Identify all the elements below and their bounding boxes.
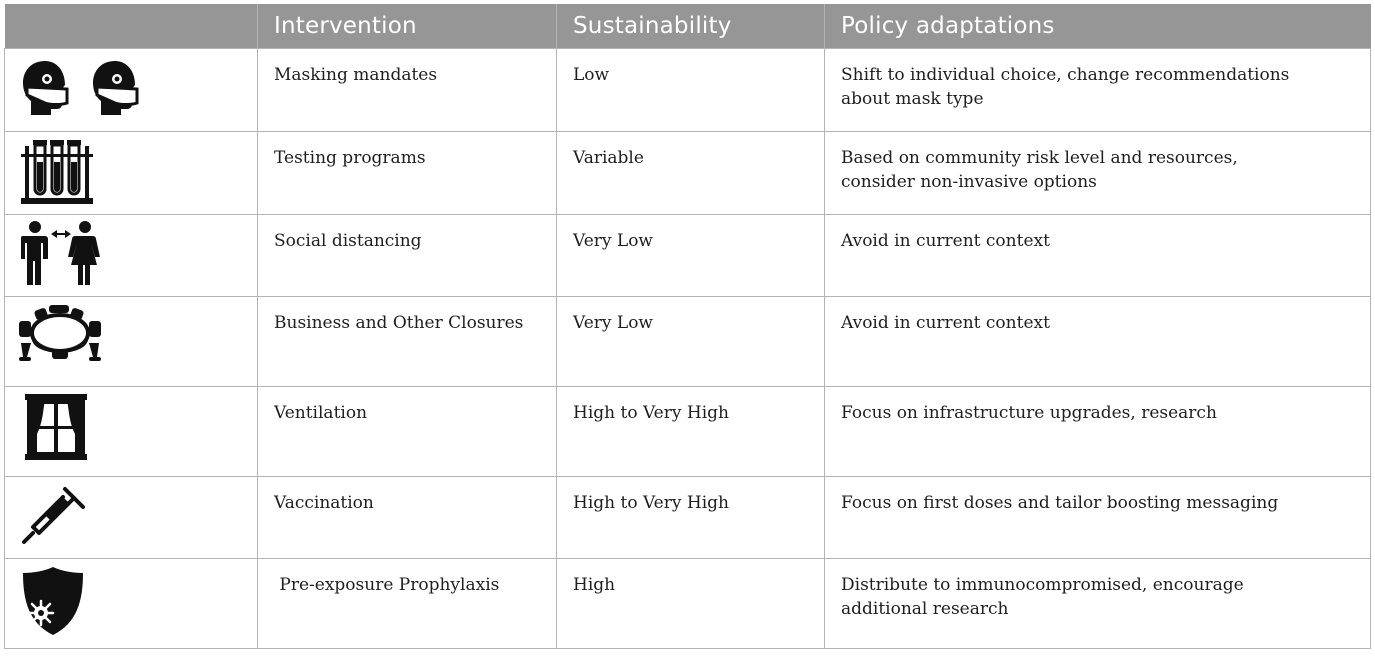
intervention-cell: Vaccination [257, 476, 557, 559]
sustainability-cell: High to Very High [556, 386, 825, 477]
policy-line: Avoid in current context [841, 313, 1050, 333]
icon-cell [4, 48, 258, 132]
policy-line: additional research [841, 599, 1009, 619]
icon-cell [4, 386, 258, 477]
policy-cell: Distribute to immunocompromised, encoura… [824, 558, 1371, 649]
intervention-cell: Pre-exposure Prophylaxis [257, 558, 557, 649]
policy-line: Avoid in current context [841, 231, 1050, 251]
virus-shield-icon [23, 567, 83, 635]
intervention-cell: Testing programs [257, 131, 557, 215]
header-intervention: Intervention [257, 4, 557, 49]
header-row: Intervention Sustainability Policy adapt… [4, 4, 1371, 49]
policy-cell: Avoid in current context [824, 214, 1371, 297]
policy-line: Focus on first doses and tailor boosting… [841, 493, 1279, 513]
policy-line: Distribute to immunocompromised, encoura… [841, 575, 1244, 595]
policy-cell: Focus on first doses and tailor boosting… [824, 476, 1371, 559]
sustainability-cell: High [556, 558, 825, 649]
intervention-cell: Social distancing [257, 214, 557, 297]
icon-cell [4, 558, 258, 649]
policy-line: Shift to individual choice, change recom… [841, 65, 1290, 85]
table-row: Social distancing Very Low Avoid in curr… [4, 214, 1371, 297]
icon-cell [4, 131, 258, 215]
intervention-cell: Ventilation [257, 386, 557, 477]
sustainability-cell: Variable [556, 131, 825, 215]
syringe-icon [22, 487, 85, 544]
sustainability-cell: Very Low [556, 214, 825, 297]
sustainability-cell: Very Low [556, 296, 825, 387]
icon-cell [4, 214, 258, 297]
header-icon-column [4, 4, 258, 49]
policy-line: Focus on infrastructure upgrades, resear… [841, 403, 1217, 423]
policy-line: about mask type [841, 89, 984, 109]
sustainability-cell: High to Very High [556, 476, 825, 559]
table-row: Business and Other Closures Very Low Avo… [4, 296, 1371, 387]
conference-table-icon [19, 305, 101, 361]
header-policy-adaptations: Policy adaptations [824, 4, 1371, 49]
policy-cell: Based on community risk level and resour… [824, 131, 1371, 215]
table-row: Vaccination High to Very High Focus on f… [4, 476, 1371, 559]
interventions-table: Intervention Sustainability Policy adapt… [4, 4, 1371, 649]
social-distance-icon [21, 221, 100, 285]
icon-cell [4, 476, 258, 559]
sustainability-cell: Low [556, 48, 825, 132]
policy-cell: Focus on infrastructure upgrades, resear… [824, 386, 1371, 477]
policy-line: consider non-invasive options [841, 172, 1097, 192]
intervention-cell: Masking mandates [257, 48, 557, 132]
test-tubes-icon [21, 140, 93, 204]
table-row: Pre-exposure Prophylaxis High Distribute… [4, 558, 1371, 649]
intervention-cell: Business and Other Closures [257, 296, 557, 387]
header-sustainability: Sustainability [556, 4, 825, 49]
table-row: Masking mandates Low Shift to individual… [4, 48, 1371, 132]
masked-head-icon [23, 61, 139, 115]
policy-cell: Shift to individual choice, change recom… [824, 48, 1371, 132]
icon-cell [4, 296, 258, 387]
window-curtains-icon [25, 394, 87, 460]
table-row: Ventilation High to Very High Focus on i… [4, 386, 1371, 477]
table-row: Testing programs Variable Based on commu… [4, 131, 1371, 215]
policy-cell: Avoid in current context [824, 296, 1371, 387]
policy-line: Based on community risk level and resour… [841, 148, 1238, 168]
